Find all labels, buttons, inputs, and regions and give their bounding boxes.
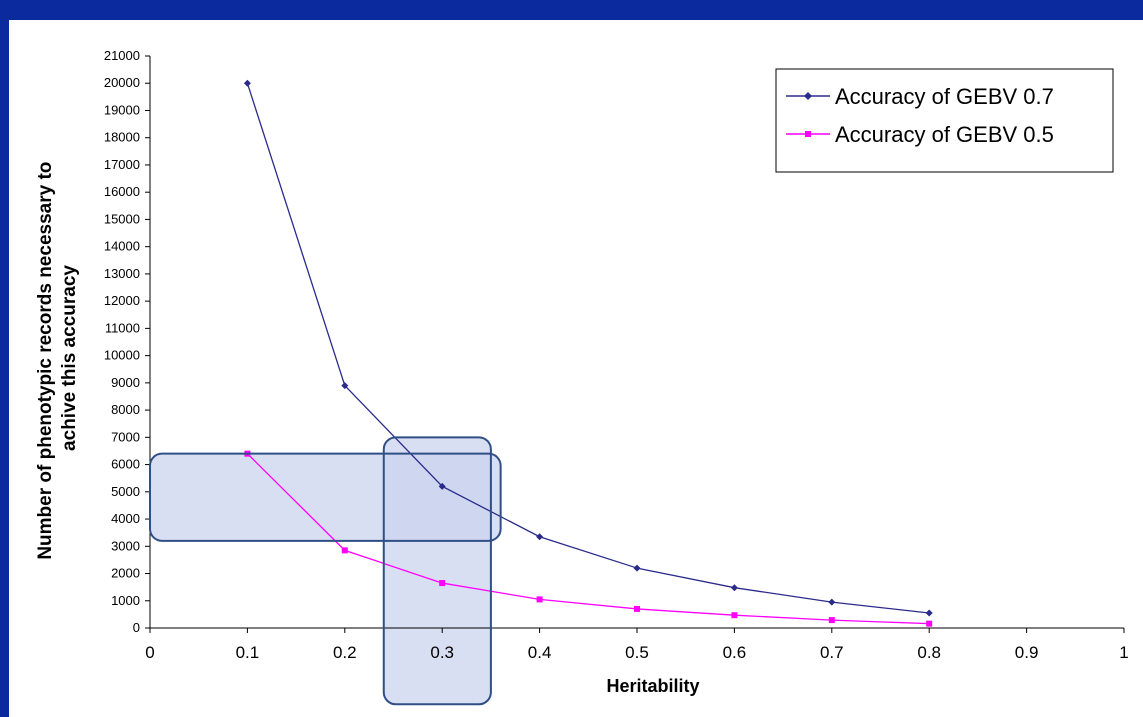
series-line [246, 83, 930, 614]
y-tick-label: 4000 [111, 511, 140, 526]
y-tick-label: 19000 [104, 102, 140, 117]
data-point [731, 612, 738, 619]
chart-panel: 0 1000 2000 3000 4000 5000 6000 7000 8000 9000 100… [9, 20, 1143, 717]
highlight-boxes [150, 437, 501, 705]
y-tick-label: 6000 [111, 457, 140, 472]
legend-item-05: Accuracy of GEBV 0.5 [786, 122, 1054, 147]
y-tick-label: 20000 [104, 75, 140, 90]
y-tick-label: 16000 [104, 184, 140, 199]
y-tick-label: 13000 [104, 266, 140, 281]
data-point [828, 598, 836, 606]
y-tick-label: 12000 [104, 293, 140, 308]
legend-marker-07 [804, 92, 812, 100]
highlight-box-vertical [383, 437, 491, 705]
data-point [634, 605, 640, 612]
x-tick-label: 1 [1119, 643, 1128, 662]
series-line [246, 453, 930, 625]
data-point [439, 580, 446, 587]
series-layer [243, 79, 933, 627]
y-tick-label: 15000 [104, 211, 140, 226]
y-tick-label: 8000 [111, 402, 140, 417]
x-tick-label: 0.3 [430, 643, 454, 662]
data-point [243, 79, 251, 87]
series-07 [243, 79, 933, 617]
x-tick-label: 0 [145, 643, 154, 662]
x-tick-label: 0.6 [723, 643, 747, 662]
line-chart: 0100020003000400050006000700080009000100… [35, 48, 1129, 706]
x-tick-label: 0.4 [528, 643, 552, 662]
axes: 0100020003000400050006000700080009000100… [104, 48, 1129, 662]
y-tick-label: 11000 [105, 320, 140, 335]
y-tick-label: 10000 [104, 348, 140, 363]
x-tick-label: 0.1 [236, 643, 260, 662]
legend-marker-05 [805, 131, 811, 137]
x-tick-label: 0.2 [333, 643, 357, 662]
series-05 [244, 450, 933, 627]
data-point [341, 547, 348, 554]
data-point [925, 609, 933, 617]
x-tick-label: 0.7 [820, 643, 844, 662]
highlight-outlines [149, 436, 502, 706]
x-axis-title: Heritability [606, 676, 699, 696]
y-axis-title-line-1: Number of phenotypic records necessary t… [35, 162, 56, 560]
y-tick-label: 2000 [111, 566, 140, 581]
data-point [536, 596, 543, 603]
x-tick-label: 0.5 [625, 643, 649, 662]
legend: Accuracy of GEBV 0.7 Accuracy of GEBV 0.… [775, 68, 1114, 173]
y-tick-label: 9000 [111, 375, 140, 390]
y-tick-label: 1000 [111, 593, 140, 608]
y-tick-label: 7000 [111, 429, 140, 444]
x-tick-label: 0.9 [1015, 643, 1039, 662]
data-point [341, 382, 349, 390]
highlight-outline-horizontal [149, 452, 502, 542]
y-tick-label: 21000 [104, 48, 140, 63]
data-point [926, 620, 933, 627]
legend-label-05: Accuracy of GEBV 0.5 [835, 122, 1054, 147]
legend-box [775, 68, 1114, 173]
y-tick-label: 3000 [111, 538, 140, 553]
legend-item-07: Accuracy of GEBV 0.7 [786, 84, 1054, 109]
y-tick-label: 17000 [104, 157, 140, 172]
data-point [536, 533, 544, 541]
highlight-outline-vertical [382, 436, 492, 706]
x-tick-label: 0.8 [917, 643, 941, 662]
legend-label-07: Accuracy of GEBV 0.7 [835, 84, 1054, 109]
y-tick-label: 0 [133, 620, 140, 635]
data-point [730, 584, 738, 592]
y-axis-title-line-2: achive this accuracy [59, 265, 80, 451]
data-point [438, 482, 446, 490]
y-axis-title: Number of phenotypic records necessary t… [35, 156, 80, 559]
data-point [633, 564, 641, 572]
y-tick-label: 18000 [104, 130, 140, 145]
data-point [828, 617, 835, 624]
y-tick-label: 5000 [111, 484, 140, 499]
y-tick-label: 14000 [104, 239, 140, 254]
